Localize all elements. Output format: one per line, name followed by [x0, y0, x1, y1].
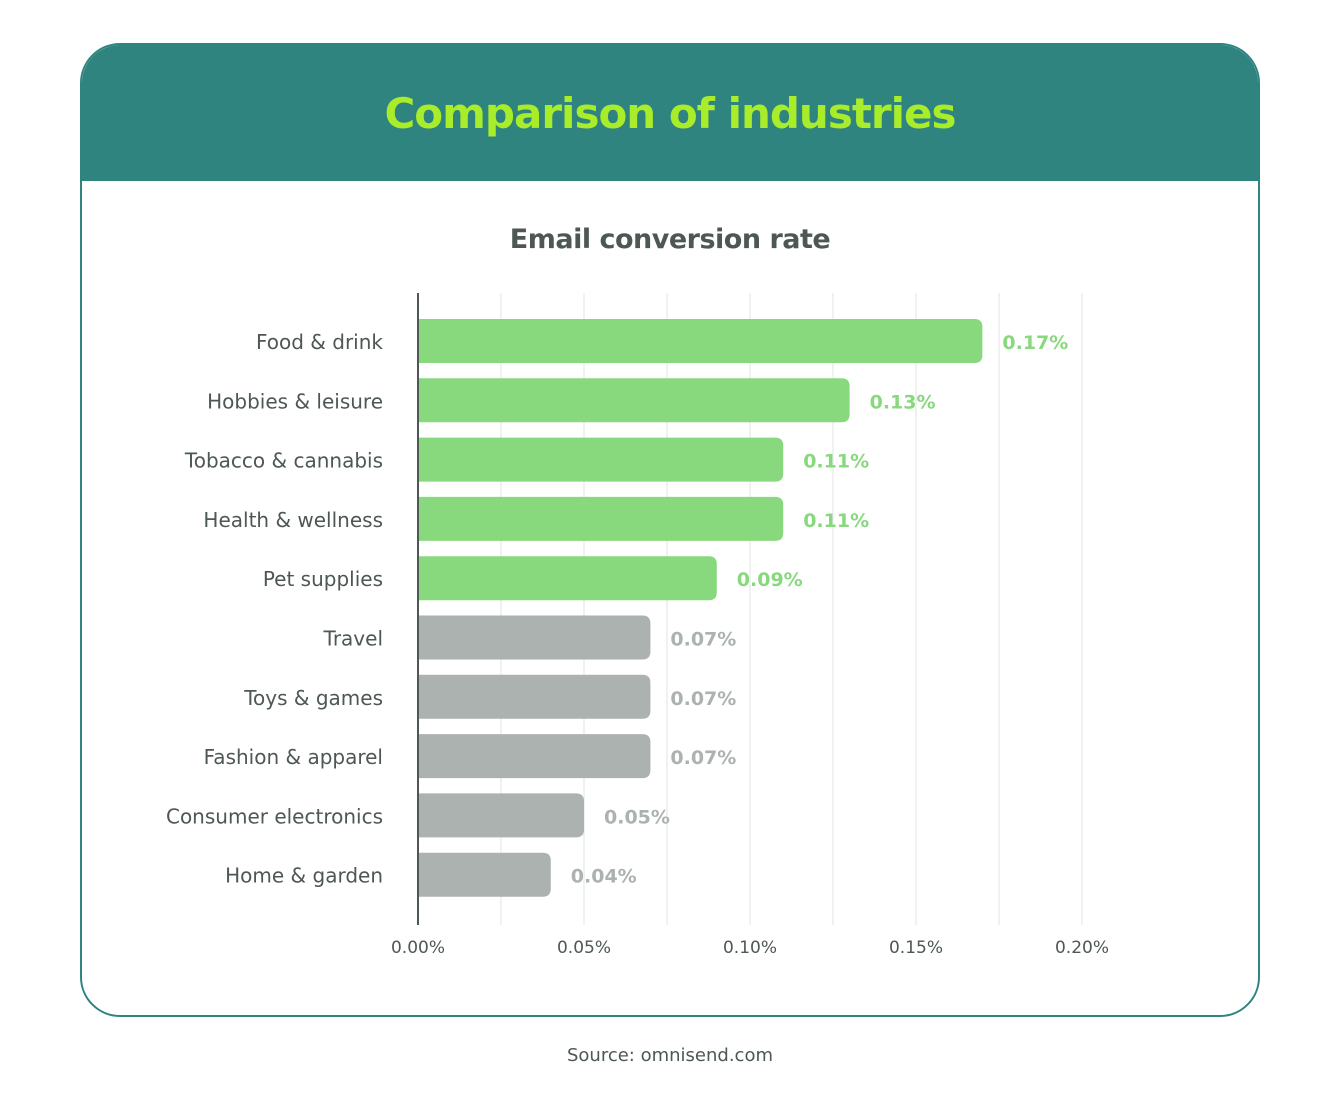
x-tick-label: 0.05%: [557, 938, 611, 958]
value-label: 0.07%: [670, 629, 736, 651]
bar: [418, 556, 717, 601]
bar: [418, 437, 784, 482]
bar-chart: Food & drink 0.17% Hobbies & leisure 0.13% T…: [166, 293, 1109, 958]
chart-title: Email conversion rate: [509, 224, 831, 255]
x-tick-label: 0.00%: [391, 938, 445, 958]
value-label: 0.11%: [803, 510, 869, 532]
category-label: Tobacco & cannabis: [184, 449, 383, 473]
source-note: Source: omnisend.com: [566, 1045, 773, 1066]
category-label: Travel: [323, 627, 383, 651]
x-tick-label: 0.20%: [1055, 938, 1109, 958]
bar: [418, 615, 651, 660]
bar: [418, 734, 651, 779]
category-label: Toys & games: [243, 686, 383, 710]
category-label: Hobbies & leisure: [207, 389, 383, 413]
x-tick-label: 0.10%: [723, 938, 777, 958]
header-banner: Comparison of industries: [82, 45, 1258, 181]
value-label: 0.13%: [870, 391, 936, 413]
category-label: Pet supplies: [263, 567, 383, 591]
chart-card: Comparison of industries: [80, 43, 1260, 1017]
bar: [418, 674, 651, 719]
bar: [418, 319, 983, 363]
value-label: 0.09%: [737, 569, 803, 591]
category-label: Home & garden: [225, 864, 383, 888]
value-label: 0.05%: [604, 806, 670, 828]
category-label: Fashion & apparel: [204, 745, 383, 769]
page-title: Comparison of industries: [384, 88, 956, 138]
value-label: 0.04%: [571, 866, 637, 888]
value-label: 0.17%: [1002, 332, 1068, 354]
value-label: 0.07%: [670, 747, 736, 769]
x-tick-label: 0.15%: [889, 938, 943, 958]
value-label: 0.11%: [803, 451, 869, 473]
bar: [418, 378, 850, 423]
bar: [418, 852, 551, 897]
category-label: Consumer electronics: [166, 804, 383, 828]
value-label: 0.07%: [670, 688, 736, 710]
category-label: Health & wellness: [203, 508, 383, 532]
bar: [418, 496, 784, 541]
category-label: Food & drink: [256, 330, 383, 354]
bar: [418, 793, 584, 838]
